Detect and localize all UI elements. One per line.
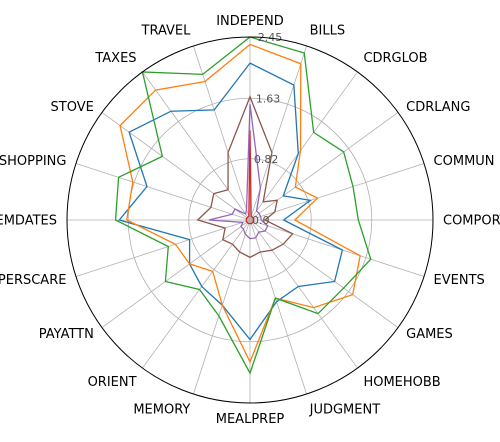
series-line bbox=[118, 62, 344, 341]
series-5 bbox=[208, 104, 269, 240]
series-2 bbox=[119, 43, 361, 364]
series-line bbox=[245, 130, 255, 225]
spoke-gridline bbox=[249, 219, 307, 395]
category-label: COMPORT bbox=[443, 214, 500, 229]
series-line bbox=[114, 36, 372, 375]
r-tick-label: 2.45 bbox=[258, 31, 283, 44]
r-tick-label: 0.82 bbox=[254, 153, 279, 166]
category-label: TAXES bbox=[94, 51, 136, 66]
category-label: EVENTS bbox=[434, 273, 485, 288]
spoke-gridline bbox=[249, 219, 399, 328]
spoke-gridline bbox=[101, 112, 251, 221]
spoke-gridline bbox=[75, 219, 251, 277]
category-label: COMMUN bbox=[434, 154, 495, 169]
category-label: SHOPPING bbox=[0, 154, 66, 169]
spoke-gridline bbox=[249, 45, 307, 221]
series-line bbox=[208, 104, 269, 240]
spoke-gridline bbox=[249, 163, 425, 221]
category-label: CDRGLOB bbox=[363, 51, 427, 66]
spoke-gridline bbox=[193, 45, 251, 221]
category-label: GAMES bbox=[406, 327, 453, 342]
category-label: TRAVEL bbox=[141, 23, 192, 38]
category-label: MEALPREP bbox=[216, 412, 285, 427]
polar-frame bbox=[66, 36, 434, 404]
category-label: CDRLANG bbox=[406, 100, 470, 115]
spoke-gridline bbox=[249, 219, 425, 277]
r-tick-label: 1.63 bbox=[256, 92, 280, 105]
category-label: MEMORY bbox=[133, 403, 190, 418]
series-6 bbox=[196, 94, 294, 259]
spoke-gridline bbox=[101, 219, 251, 328]
spoke-gridline bbox=[249, 112, 399, 221]
category-label: STOVE bbox=[51, 100, 94, 115]
series-3 bbox=[114, 36, 372, 375]
category-label: INDEPEND bbox=[216, 14, 284, 29]
r-tick-label: 0.0 bbox=[252, 214, 270, 227]
series-1 bbox=[118, 62, 344, 341]
spoke-gridline bbox=[193, 219, 251, 395]
category-label: PERSCARE bbox=[0, 273, 66, 288]
series-4 bbox=[245, 130, 255, 225]
spoke-gridline bbox=[249, 71, 358, 221]
spoke-gridline bbox=[249, 219, 358, 369]
category-label: HOMEHOBB bbox=[363, 375, 440, 390]
series-line bbox=[119, 43, 361, 364]
category-label: JUDGMENT bbox=[309, 403, 381, 418]
spoke-gridline bbox=[142, 71, 251, 221]
grid bbox=[67, 37, 433, 403]
spoke-gridline bbox=[75, 163, 251, 221]
category-label: BILLS bbox=[310, 23, 346, 38]
category-label: PAYATTN bbox=[39, 327, 94, 342]
series-line bbox=[196, 94, 294, 259]
category-label: ORIENT bbox=[88, 375, 137, 390]
